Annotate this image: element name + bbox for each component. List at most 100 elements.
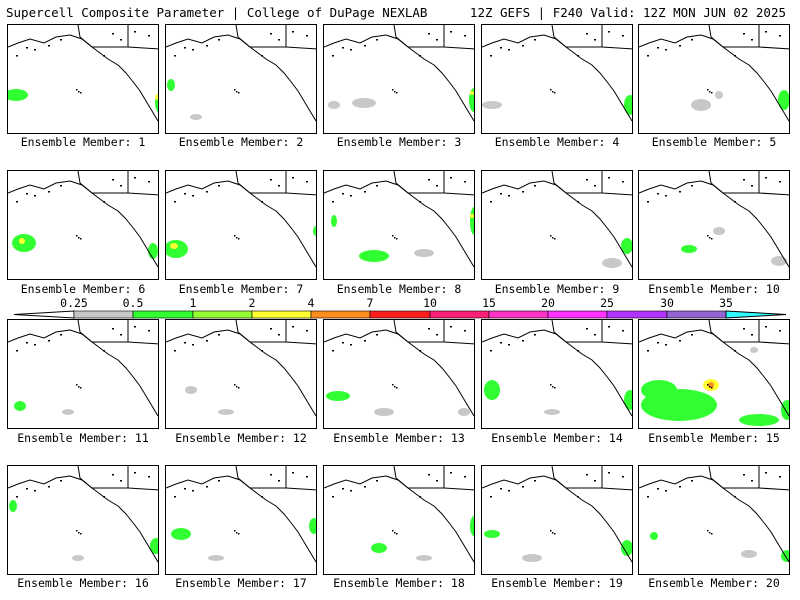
island (647, 201, 649, 203)
island (148, 330, 150, 332)
island (665, 195, 667, 197)
island (261, 201, 263, 203)
hawaii-island (396, 533, 398, 535)
colorbar-tick-label: 20 (541, 296, 555, 310)
hawaii-island (392, 384, 394, 386)
hawaii-island (236, 386, 238, 388)
map-canvas (482, 320, 632, 417)
coastline (566, 192, 632, 196)
coastline (566, 341, 632, 345)
coastline (235, 25, 251, 48)
map-canvas (324, 171, 474, 268)
scp-contour-fill (167, 79, 175, 91)
map-title: Supercell Composite Parameter | College … (6, 5, 428, 20)
coastline (393, 171, 409, 194)
island (218, 185, 220, 187)
coastline (92, 341, 158, 345)
scp-contour-fill (19, 238, 25, 244)
hawaii-island (234, 384, 236, 386)
ensemble-member-label: Ensemble Member: 7 (178, 282, 304, 296)
island (734, 201, 736, 203)
coastline (408, 341, 474, 345)
island (350, 49, 352, 51)
island (522, 191, 524, 193)
island (112, 33, 114, 35)
coastline (166, 329, 316, 417)
scp-contour-fill (470, 207, 474, 235)
island (192, 490, 194, 492)
island (586, 33, 588, 35)
hawaii-island (236, 91, 238, 93)
island (508, 344, 510, 346)
scp-contour-fill (650, 532, 658, 540)
hawaii-island (394, 91, 396, 93)
hawaii-island (392, 530, 394, 532)
scp-contour-fill (9, 500, 17, 512)
island (332, 201, 334, 203)
scp-contour-fill (62, 409, 74, 415)
island (490, 201, 492, 203)
hawaii-island (76, 235, 78, 237)
ensemble-member-label: Ensemble Member: 13 (333, 431, 465, 445)
ensemble-member-label: Ensemble Member: 3 (336, 135, 462, 149)
hawaii-island (707, 384, 709, 386)
ensemble-member-label: Ensemble Member: 12 (175, 431, 307, 445)
hawaii-island (711, 92, 713, 94)
coastline (723, 487, 789, 491)
scp-contour-fill (741, 550, 757, 558)
island (464, 181, 466, 183)
island (332, 350, 334, 352)
island (112, 328, 114, 330)
hawaii-island (709, 386, 711, 388)
coastline (566, 487, 632, 491)
ensemble-map-panel (165, 24, 317, 134)
island (261, 55, 263, 57)
ensemble-map-panel (7, 170, 159, 280)
island (679, 486, 681, 488)
colorbar-segment (488, 310, 549, 319)
island (120, 39, 122, 41)
ensemble-map-panel (7, 319, 159, 429)
hawaii-island (238, 533, 240, 535)
island (464, 330, 466, 332)
colorbar-tick-label: 35 (719, 296, 733, 310)
ensemble-map-panel (165, 319, 317, 429)
coastline (92, 46, 158, 50)
island (48, 45, 50, 47)
island (508, 195, 510, 197)
island (342, 47, 344, 49)
colorbar-segment (132, 310, 194, 319)
island (500, 342, 502, 344)
island (743, 179, 745, 181)
island (679, 191, 681, 193)
hawaii-island (78, 91, 80, 93)
hawaii-island (550, 235, 552, 237)
island (174, 55, 176, 57)
island (751, 334, 753, 336)
scp-contour-fill (624, 95, 632, 115)
coastline (551, 320, 567, 343)
coastline (551, 171, 567, 194)
ensemble-map-panel (638, 319, 790, 429)
island (270, 179, 272, 181)
hawaii-island (707, 89, 709, 91)
coastline (324, 180, 474, 268)
island (436, 185, 438, 187)
map-canvas (482, 25, 632, 122)
scp-contour-fill (621, 238, 632, 254)
hawaii-island (396, 238, 398, 240)
colorbar-segment (429, 310, 490, 319)
map-canvas (8, 466, 158, 563)
island (779, 181, 781, 183)
island (103, 496, 105, 498)
map-canvas (482, 466, 632, 563)
coastline (8, 34, 158, 122)
ensemble-member-label: Ensemble Member: 18 (333, 576, 465, 590)
hawaii-island (550, 530, 552, 532)
map-canvas (166, 466, 316, 563)
scp-contour-fill (715, 91, 723, 99)
island (278, 185, 280, 187)
island (342, 488, 344, 490)
island (60, 480, 62, 482)
island (622, 476, 624, 478)
